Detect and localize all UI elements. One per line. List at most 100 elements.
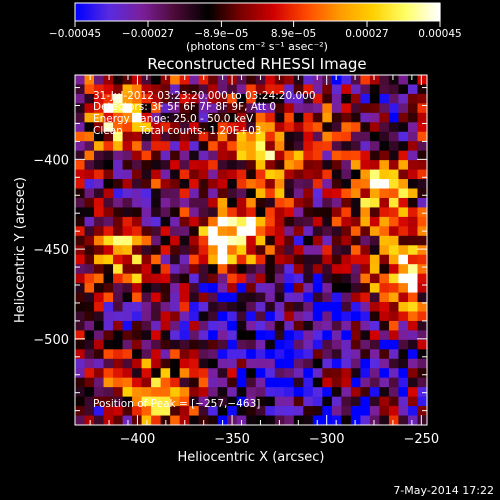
heatmap-cell — [331, 273, 342, 284]
heatmap-cell — [84, 160, 95, 171]
heatmap-cell — [322, 93, 333, 104]
heatmap-cell — [284, 311, 295, 322]
heatmap-cell — [303, 179, 314, 190]
heatmap-cell — [369, 103, 380, 114]
heatmap-cell — [303, 207, 314, 218]
heatmap-cell — [141, 358, 152, 369]
heatmap-cell — [398, 415, 409, 425]
colorbar-swatch — [90, 3, 94, 21]
heatmap-cell — [284, 103, 295, 114]
heatmap-cell — [341, 358, 352, 369]
colorbar-swatch — [235, 3, 239, 21]
colorbar-swatch — [240, 3, 244, 21]
colorbar-swatch — [317, 3, 321, 21]
heatmap-cell — [246, 103, 257, 114]
heatmap-cell — [103, 311, 114, 322]
heatmap-cell — [246, 169, 257, 180]
heatmap-cell — [94, 415, 105, 425]
heatmap-cell — [198, 150, 209, 161]
heatmap-cell — [75, 226, 86, 237]
heatmap-cell — [189, 216, 200, 227]
heatmap-cell — [407, 245, 418, 256]
heatmap-cell — [208, 197, 219, 208]
heatmap-cell — [274, 349, 285, 360]
heatmap-cell — [208, 406, 219, 417]
heatmap-cell — [360, 254, 371, 265]
heatmap-cell — [398, 292, 409, 303]
heatmap-cell — [103, 179, 114, 190]
colorbar-swatch — [135, 3, 139, 21]
heatmap-cell — [179, 235, 190, 246]
heatmap-cell — [151, 339, 162, 350]
heatmap-cell — [293, 377, 304, 388]
heatmap-cell — [208, 188, 219, 199]
heatmap-cell — [246, 387, 257, 398]
heatmap-cell — [227, 197, 238, 208]
heatmap-cell — [84, 320, 95, 331]
heatmap-cell — [322, 235, 333, 246]
heatmap-cell — [151, 112, 162, 123]
heatmap-cell — [246, 141, 257, 152]
heatmap-cell — [217, 320, 228, 331]
heatmap-cell — [132, 311, 143, 322]
heatmap-cell — [369, 264, 380, 275]
heatmap-cell — [103, 368, 114, 379]
heatmap-cell — [407, 141, 418, 152]
heatmap-cell — [379, 188, 390, 199]
heatmap-cell — [170, 302, 181, 312]
heatmap-cell — [407, 226, 418, 237]
colorbar-swatch — [110, 3, 114, 21]
heatmap-cell — [198, 188, 209, 199]
heatmap-cell — [255, 122, 266, 133]
heatmap-cell — [369, 122, 380, 133]
heatmap-cell — [274, 320, 285, 331]
heatmap-cell — [94, 207, 105, 218]
heatmap-cell — [293, 415, 304, 425]
heatmap-cell — [189, 387, 200, 398]
heatmap-cell — [265, 387, 276, 398]
heatmap-cell — [151, 103, 162, 114]
heatmap-cell — [322, 197, 333, 208]
annotation-detectors: Detectors: 3F 5F 6F 7F 8F 9F, Att 0 — [93, 101, 276, 113]
heatmap-cell — [407, 197, 418, 208]
colorbar-swatch — [172, 3, 176, 21]
colorbar-swatch — [97, 3, 101, 21]
heatmap-cell — [407, 339, 418, 350]
heatmap-cell — [284, 122, 295, 133]
heatmap-cell — [312, 311, 323, 322]
heatmap-cell — [341, 93, 352, 104]
heatmap-cell — [293, 320, 304, 331]
heatmap-cell — [331, 349, 342, 360]
heatmap-cell — [170, 131, 181, 142]
colorbar-swatch — [182, 3, 186, 21]
heatmap-cell — [417, 339, 427, 350]
heatmap-cell — [331, 245, 342, 256]
heatmap-cell — [246, 197, 257, 208]
heatmap-cell — [103, 406, 114, 417]
heatmap-cell — [160, 150, 171, 161]
heatmap-cell — [122, 103, 133, 114]
heatmap-cell — [255, 112, 266, 123]
heatmap-cell — [398, 273, 409, 284]
heatmap-cell — [369, 207, 380, 218]
heatmap-cell — [255, 84, 266, 95]
heatmap-cell — [322, 415, 333, 425]
heatmap-cell — [208, 103, 219, 114]
heatmap-cell — [160, 179, 171, 190]
heatmap-cell — [265, 330, 276, 341]
heatmap-cell — [132, 235, 143, 246]
heatmap-cell — [198, 112, 209, 123]
heatmap-cell — [75, 122, 86, 133]
heatmap-cell — [284, 235, 295, 246]
heatmap-cell — [379, 302, 390, 312]
heatmap-cell — [398, 122, 409, 133]
colorbar-swatch — [150, 3, 154, 21]
heatmap-cell — [132, 245, 143, 256]
heatmap-cell — [75, 150, 86, 161]
heatmap-cell — [369, 84, 380, 95]
heatmap-cell — [151, 93, 162, 104]
heatmap-cell — [350, 264, 361, 275]
heatmap-cell — [369, 141, 380, 152]
heatmap-cell — [198, 273, 209, 284]
heatmap-cell — [379, 349, 390, 360]
